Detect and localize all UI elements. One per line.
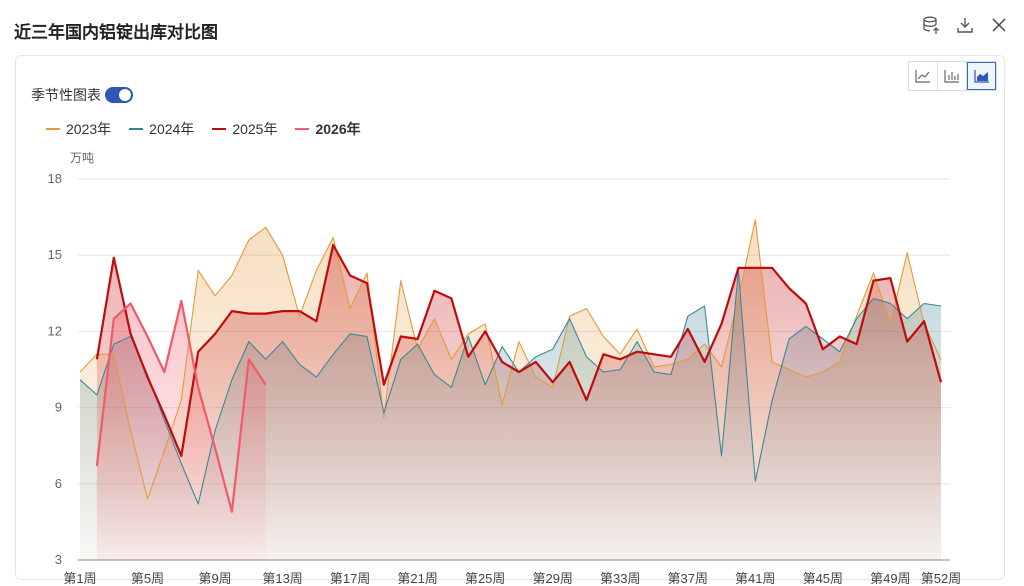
legend-item-2[interactable]: 2025年: [212, 119, 277, 139]
legend-label: 2026年: [315, 121, 361, 137]
legend-swatch: [295, 128, 310, 130]
x-tick-label: 第37周: [668, 571, 708, 586]
seasonal-chart-toggle[interactable]: [105, 87, 133, 103]
bar-chart-button[interactable]: [938, 62, 967, 90]
series-area-2026年: [96, 300, 266, 560]
line-chart-icon: [915, 70, 930, 83]
y-tick-label: 3: [55, 552, 62, 567]
area-chart-icon: [973, 70, 989, 83]
y-tick-label: 15: [48, 247, 62, 262]
x-tick-label: 第45周: [803, 571, 843, 586]
legend-label: 2023年: [66, 121, 112, 137]
x-tick-label: 第17周: [330, 571, 370, 586]
x-tick-label: 第41周: [735, 571, 775, 586]
x-tick-label: 第13周: [262, 571, 302, 586]
legend-swatch: [129, 128, 144, 130]
x-tick-label: 第52周: [921, 571, 961, 586]
series-line-2024年: [79, 269, 942, 505]
series-line-2026年: [95, 299, 267, 513]
x-tick-label: 第21周: [397, 571, 437, 586]
page-title: 近三年国内铝锭出库对比图: [14, 23, 218, 42]
legend-label: 2024年: [149, 121, 195, 137]
legend-swatch: [46, 128, 60, 130]
x-tick-label: 第25周: [465, 571, 505, 586]
y-tick-label: 6: [55, 476, 62, 491]
x-tick-label: 第1周: [63, 571, 96, 586]
legend-item-1[interactable]: 2024年: [129, 119, 194, 139]
seasonal-chart-toggle-row: 季节性图表: [31, 85, 133, 105]
download-icon[interactable]: [954, 14, 976, 36]
series-line-2023年: [79, 219, 942, 500]
legend-item-3[interactable]: 2026年: [295, 119, 361, 139]
y-axis-unit: 万吨: [70, 151, 95, 165]
x-tick-label: 第29周: [532, 571, 572, 586]
seasonal-chart-label: 季节性图表: [31, 87, 101, 103]
area-chart-button[interactable]: [967, 62, 996, 90]
y-tick-label: 18: [48, 171, 62, 186]
series-area-2025年: [96, 245, 941, 560]
legend-swatch: [212, 128, 227, 130]
header-actions: [920, 14, 1010, 36]
chart-type-switch: [908, 61, 997, 91]
series-line-2025年: [95, 243, 943, 457]
y-tick-label: 12: [48, 323, 62, 338]
y-tick-label: 9: [55, 400, 62, 415]
legend-label: 2025年: [232, 121, 278, 137]
x-tick-label: 第49周: [870, 571, 910, 586]
legend-item-0[interactable]: 2023年: [46, 119, 111, 139]
line-chart-button[interactable]: [909, 62, 938, 90]
bar-chart-icon: [944, 70, 959, 83]
x-tick-label: 第5周: [131, 571, 164, 586]
chart-legend: 2023年 2024年 2025年 2026年: [46, 119, 361, 139]
x-tick-label: 第9周: [198, 571, 231, 586]
database-export-icon[interactable]: [920, 14, 942, 36]
x-tick-label: 第33周: [600, 571, 640, 586]
close-icon[interactable]: [988, 14, 1010, 36]
